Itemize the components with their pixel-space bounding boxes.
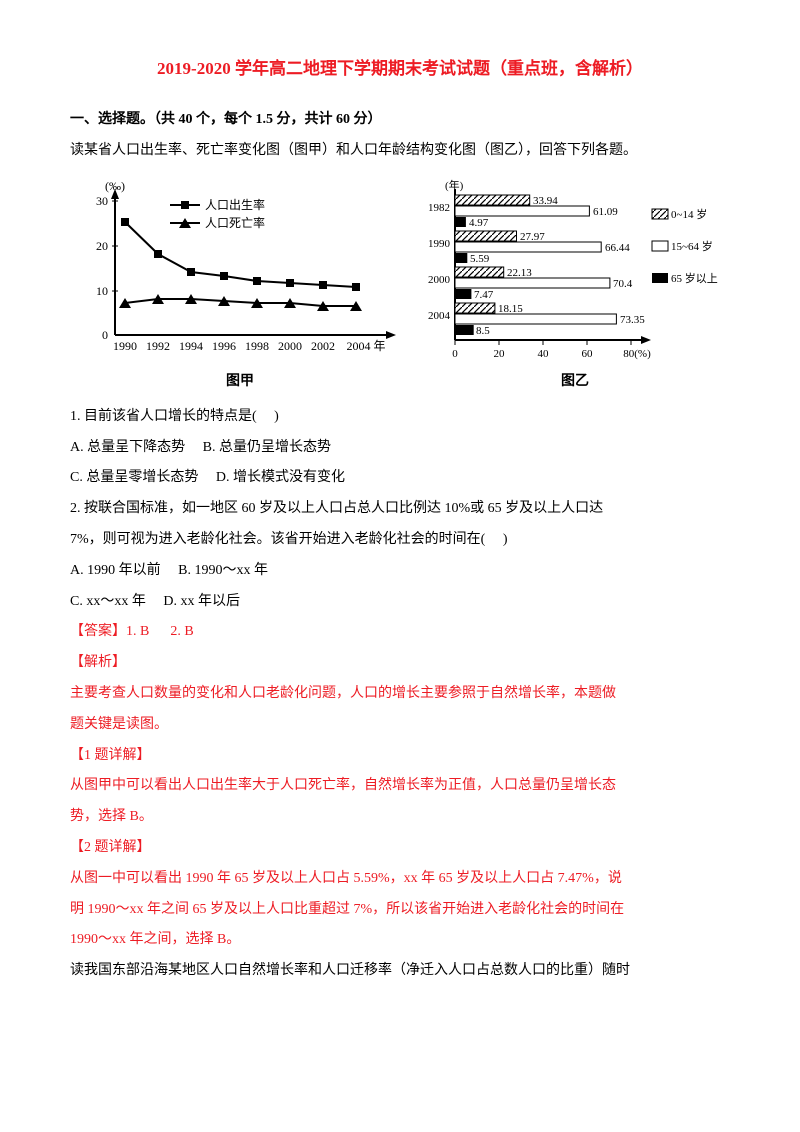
xtick: 0: [452, 348, 458, 360]
d2-p3: 1990～xx 年之间，选择 B。: [70, 925, 730, 956]
xtick: 1996: [212, 339, 236, 353]
val: 5.59: [470, 253, 490, 265]
chart-left-label: 图甲: [70, 367, 410, 398]
d1-header: 【1 题详解】: [70, 741, 730, 772]
next-intro: 读我国东部沿海某地区人口自然增长率和人口迁移率（净迁入人口占总数人口的比重）随时: [70, 956, 730, 987]
legend-a: 0~14 岁: [671, 207, 707, 221]
xtick: 2002: [311, 339, 335, 353]
ytick: 0: [102, 328, 108, 342]
xtick: 80(%): [623, 348, 651, 360]
ytick: 10: [96, 284, 108, 298]
q1-d: D. 增长模式没有变化: [216, 470, 345, 485]
val: 73.35: [620, 314, 645, 326]
q1-b: B. 总量仍呈增长态势: [203, 440, 331, 455]
intro-text: 读某省人口出生率、死亡率变化图（图甲）和人口年龄结构变化图（图乙），回答下列各题…: [70, 136, 730, 167]
legend-b: 15~64 岁: [671, 239, 713, 253]
legend-death: 人口死亡率: [205, 215, 265, 230]
d2-header: 【2 题详解】: [70, 833, 730, 864]
line-chart: (‰) 0 10 20 30 人口出生率 人口死亡率: [70, 175, 410, 365]
val: 7.47: [474, 289, 494, 301]
xtick: 20: [494, 348, 506, 360]
xtick: 40: [538, 348, 550, 360]
year-label: 2004: [428, 310, 451, 322]
ytick: 30: [96, 194, 108, 208]
val: 27.97: [520, 231, 545, 243]
d2-p2: 明 1990～xx 年之间 65 岁及以上人口比重超过 7%，所以该省开始进入老…: [70, 895, 730, 926]
q1-options-row2: C. 总量呈零增长态势 D. 增长模式没有变化: [70, 463, 730, 494]
analysis-header: 【解析】: [70, 648, 730, 679]
val: 18.15: [498, 303, 523, 315]
year-label: 1990: [428, 238, 451, 250]
xtick: 1990: [113, 339, 137, 353]
xtick: 1994: [179, 339, 203, 353]
q1-stem: 1. 目前该省人口增长的特点是( ): [70, 402, 730, 433]
val: 4.97: [469, 217, 489, 229]
val: 61.09: [593, 206, 618, 218]
ytick: 20: [96, 239, 108, 253]
xtick: 1992: [146, 339, 170, 353]
val: 22.13: [507, 267, 532, 279]
q2-a: A. 1990 年以前: [70, 563, 161, 578]
q1-options-row1: A. 总量呈下降态势 B. 总量仍呈增长态势: [70, 433, 730, 464]
q1-c: C. 总量呈零增长态势: [70, 470, 198, 485]
page-title: 2019-2020 学年高二地理下学期期末考试试题（重点班，含解析）: [70, 50, 730, 87]
xtick: 60: [582, 348, 594, 360]
q2-d: D. xx 年以后: [163, 594, 240, 609]
q2-stem1: 2. 按联合国标准，如一地区 60 岁及以上人口占总人口比例达 10%或 65 …: [70, 494, 730, 525]
answer-line: 【答案】1. B 2. B: [70, 617, 730, 648]
year-label: 1982: [428, 202, 450, 214]
q2-c: C. xx～xx 年: [70, 594, 146, 609]
val: 70.4: [613, 278, 633, 290]
d1-p2: 势，选择 B。: [70, 802, 730, 833]
section-header: 一、选择题。（共 40 个，每个 1.5 分，共计 60 分）: [70, 105, 730, 136]
val: 8.5: [476, 325, 490, 337]
q2-b: B. 1990～xx 年: [178, 563, 268, 578]
chart-right-wrap: (年) 0 20 40 60 80(%) 1982 33.94: [420, 175, 730, 398]
xtick: 2004 年: [346, 339, 385, 353]
val: 33.94: [533, 195, 558, 207]
val: 66.44: [605, 242, 630, 254]
d2-p1: 从图一中可以看出 1990 年 65 岁及以上人口占 5.59%，xx 年 65…: [70, 864, 730, 895]
bar-chart: (年) 0 20 40 60 80(%) 1982 33.94: [420, 175, 730, 365]
legend-birth: 人口出生率: [205, 197, 265, 212]
chart-right-label: 图乙: [420, 367, 730, 398]
xtick: 1998: [245, 339, 269, 353]
legend-c: 65 岁以上: [671, 271, 718, 285]
q2-options-row1: A. 1990 年以前 B. 1990～xx 年: [70, 556, 730, 587]
xtick: 2000: [278, 339, 302, 353]
year-label: 2000: [428, 274, 451, 286]
q1-a: A. 总量呈下降态势: [70, 440, 185, 455]
q2-options-row2: C. xx～xx 年 D. xx 年以后: [70, 587, 730, 618]
figure-container: (‰) 0 10 20 30 人口出生率 人口死亡率: [70, 175, 730, 398]
q2-stem2: 7%，则可视为进入老龄化社会。该省开始进入老龄化社会的时间在( ): [70, 525, 730, 556]
d1-p1: 从图甲中可以看出人口出生率大于人口死亡率，自然增长率为正值，人口总量仍呈增长态: [70, 771, 730, 802]
chart-left-wrap: (‰) 0 10 20 30 人口出生率 人口死亡率: [70, 175, 410, 398]
analysis-p1: 主要考查人口数量的变化和人口老龄化问题，人口的增长主要参照于自然增长率，本题做: [70, 679, 730, 710]
analysis-p2: 题关键是读图。: [70, 710, 730, 741]
